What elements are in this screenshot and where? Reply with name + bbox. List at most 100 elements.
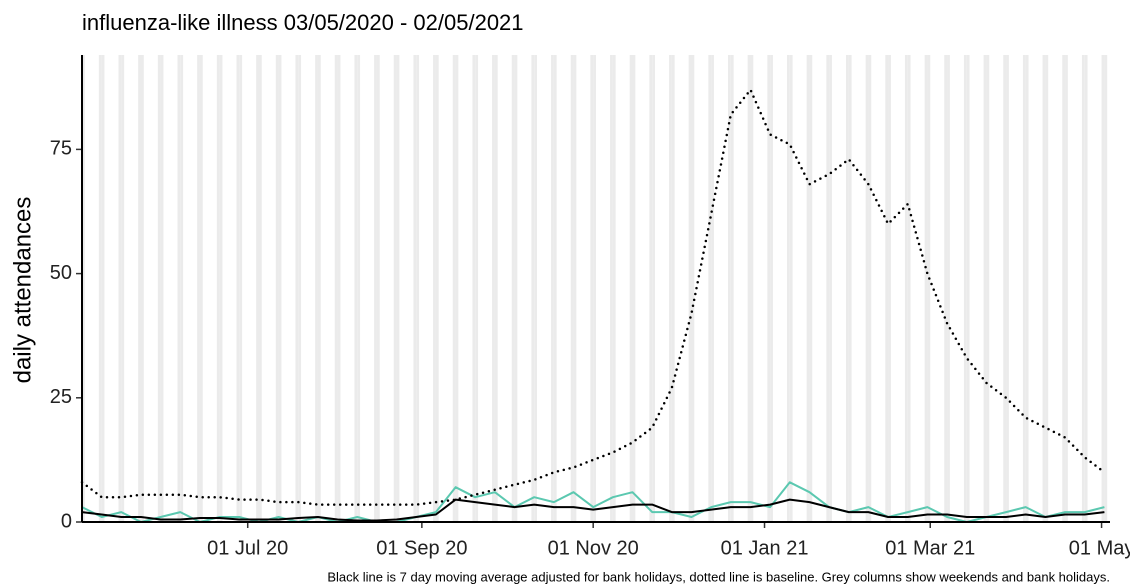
- weekend-column: [629, 55, 633, 522]
- weekend-column: [258, 55, 262, 522]
- weekend-column: [472, 55, 476, 522]
- weekend-column: [199, 55, 203, 522]
- weekend-column: [295, 55, 299, 522]
- weekend-column: [416, 55, 420, 522]
- weekend-column: [1101, 55, 1105, 522]
- y-axis-label: daily attendances: [9, 197, 36, 384]
- weekend-column: [138, 55, 141, 522]
- weekend-column: [376, 55, 380, 522]
- weekend-column: [767, 55, 771, 522]
- weekend-column: [1003, 55, 1007, 522]
- x-tick-label: 01 Sep 20: [376, 537, 467, 559]
- weekend-column: [1025, 55, 1029, 522]
- weekend-column: [829, 55, 832, 522]
- weekend-column: [121, 55, 125, 522]
- weekend-column: [1084, 55, 1088, 522]
- weekend-column: [924, 55, 928, 522]
- weekend-column: [983, 55, 987, 522]
- weekend-column: [157, 55, 161, 522]
- weekend-column: [435, 55, 439, 522]
- weekend-column: [593, 55, 596, 522]
- weekend-column: [298, 55, 302, 522]
- weekend-column: [1006, 55, 1009, 522]
- weekend-column: [334, 55, 338, 522]
- x-tick-label: 01 May: [1069, 537, 1130, 559]
- weekend-column: [730, 55, 734, 522]
- chart-title: influenza-like illness 03/05/2020 - 02/0…: [82, 10, 524, 35]
- weekend-column: [82, 55, 85, 522]
- weekend-column: [534, 55, 538, 522]
- weekend-column: [649, 55, 653, 522]
- weekend-column: [888, 55, 891, 522]
- weekend-column: [826, 55, 830, 522]
- weekend-column: [963, 55, 967, 522]
- weekend-column: [256, 55, 259, 522]
- weekend-column: [118, 55, 122, 522]
- weekend-column: [278, 55, 282, 522]
- weekend-column: [865, 55, 869, 522]
- weekend-column: [413, 55, 417, 522]
- weekend-column: [907, 55, 911, 522]
- weekend-column: [275, 55, 279, 522]
- weekend-column: [848, 55, 852, 522]
- weekend-column: [315, 55, 318, 522]
- x-tick-label: 01 Mar 21: [885, 537, 975, 559]
- weekend-column: [809, 55, 813, 522]
- weekend-column: [1045, 55, 1049, 522]
- weekend-column: [573, 55, 577, 522]
- weekend-column: [966, 55, 970, 522]
- weekend-column: [671, 55, 675, 522]
- weekend-column: [610, 55, 613, 522]
- weekend-column: [98, 55, 102, 522]
- weekend-column: [492, 55, 495, 522]
- weekend-column: [337, 55, 341, 522]
- x-tick-label: 01 Nov 20: [548, 537, 639, 559]
- weekend-column: [1081, 55, 1085, 522]
- series-line: [80, 88, 1106, 506]
- weekend-column: [553, 55, 557, 522]
- weekend-column: [455, 55, 459, 522]
- x-tick-label: 01 Jan 21: [721, 537, 809, 559]
- weekend-column: [570, 55, 574, 522]
- weekend-column: [452, 55, 456, 522]
- weekend-column: [354, 55, 358, 522]
- weekend-column: [1042, 55, 1046, 522]
- weekend-column: [947, 55, 950, 522]
- weekend-column: [711, 55, 714, 522]
- weekend-column: [357, 55, 361, 522]
- weekend-column: [197, 55, 200, 522]
- weekend-column: [786, 55, 790, 522]
- weekend-column: [789, 55, 793, 522]
- weekend-column: [708, 55, 712, 522]
- weekend-column: [944, 55, 948, 522]
- weekend-column: [632, 55, 636, 522]
- weekend-column: [750, 55, 754, 522]
- weekend-column: [1022, 55, 1026, 522]
- weekend-column: [885, 55, 889, 522]
- y-tick-label: 50: [50, 262, 72, 284]
- weekend-column: [180, 55, 184, 522]
- weekend-column: [531, 55, 535, 522]
- weekend-column: [669, 55, 672, 522]
- weekend-column: [374, 55, 377, 522]
- x-tick-label: 01 Jul 20: [207, 537, 288, 559]
- weekend-column: [219, 55, 223, 522]
- weekend-column: [551, 55, 554, 522]
- weekend-column: [514, 55, 518, 522]
- weekend-column: [1065, 55, 1068, 522]
- y-tick-label: 0: [61, 510, 72, 532]
- weekend-column: [904, 55, 908, 522]
- weekend-column: [239, 55, 243, 522]
- weekend-column: [101, 55, 105, 522]
- weekend-column: [160, 55, 164, 522]
- weekend-column: [140, 55, 144, 522]
- weekend-column: [433, 55, 436, 522]
- weekend-column: [393, 55, 397, 522]
- weekend-column: [691, 55, 695, 522]
- weekend-column: [845, 55, 849, 522]
- weekend-column: [688, 55, 692, 522]
- weekend-column: [236, 55, 240, 522]
- y-tick-label: 75: [50, 138, 72, 160]
- weekend-column: [475, 55, 479, 522]
